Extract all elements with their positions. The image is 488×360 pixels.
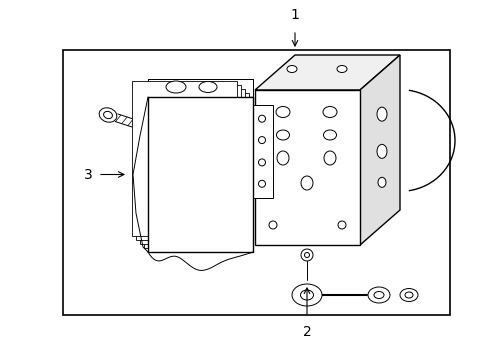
Ellipse shape	[276, 151, 288, 165]
Ellipse shape	[301, 176, 312, 190]
Text: 1: 1	[290, 8, 299, 22]
Ellipse shape	[286, 66, 296, 72]
Ellipse shape	[258, 136, 265, 144]
Bar	[148, 97, 252, 252]
Bar	[140, 89, 244, 244]
Ellipse shape	[99, 108, 117, 122]
Ellipse shape	[323, 130, 336, 140]
Ellipse shape	[376, 144, 386, 158]
Ellipse shape	[258, 180, 265, 187]
Polygon shape	[359, 55, 399, 245]
Ellipse shape	[300, 290, 313, 300]
Bar	[254, 90, 359, 245]
Ellipse shape	[304, 252, 309, 257]
Ellipse shape	[268, 221, 276, 229]
Ellipse shape	[367, 287, 389, 303]
Ellipse shape	[337, 221, 346, 229]
Ellipse shape	[199, 81, 217, 93]
Ellipse shape	[258, 159, 265, 166]
Ellipse shape	[399, 288, 417, 302]
Bar	[63, 50, 449, 315]
Ellipse shape	[103, 111, 112, 118]
Ellipse shape	[276, 130, 289, 140]
Text: 3: 3	[84, 167, 93, 181]
Ellipse shape	[377, 177, 385, 187]
Ellipse shape	[258, 115, 265, 122]
Ellipse shape	[301, 249, 312, 261]
Bar	[143, 93, 248, 248]
Polygon shape	[254, 55, 399, 90]
Ellipse shape	[275, 107, 289, 117]
Ellipse shape	[323, 107, 336, 117]
Ellipse shape	[324, 151, 335, 165]
Bar	[148, 97, 252, 252]
Ellipse shape	[376, 107, 386, 121]
Ellipse shape	[404, 292, 412, 298]
Ellipse shape	[373, 292, 383, 298]
Bar	[136, 85, 241, 240]
Ellipse shape	[336, 66, 346, 72]
Ellipse shape	[165, 81, 185, 93]
Text: 2: 2	[302, 325, 311, 339]
Ellipse shape	[291, 284, 321, 306]
Bar	[250, 105, 272, 198]
Bar	[132, 81, 237, 236]
